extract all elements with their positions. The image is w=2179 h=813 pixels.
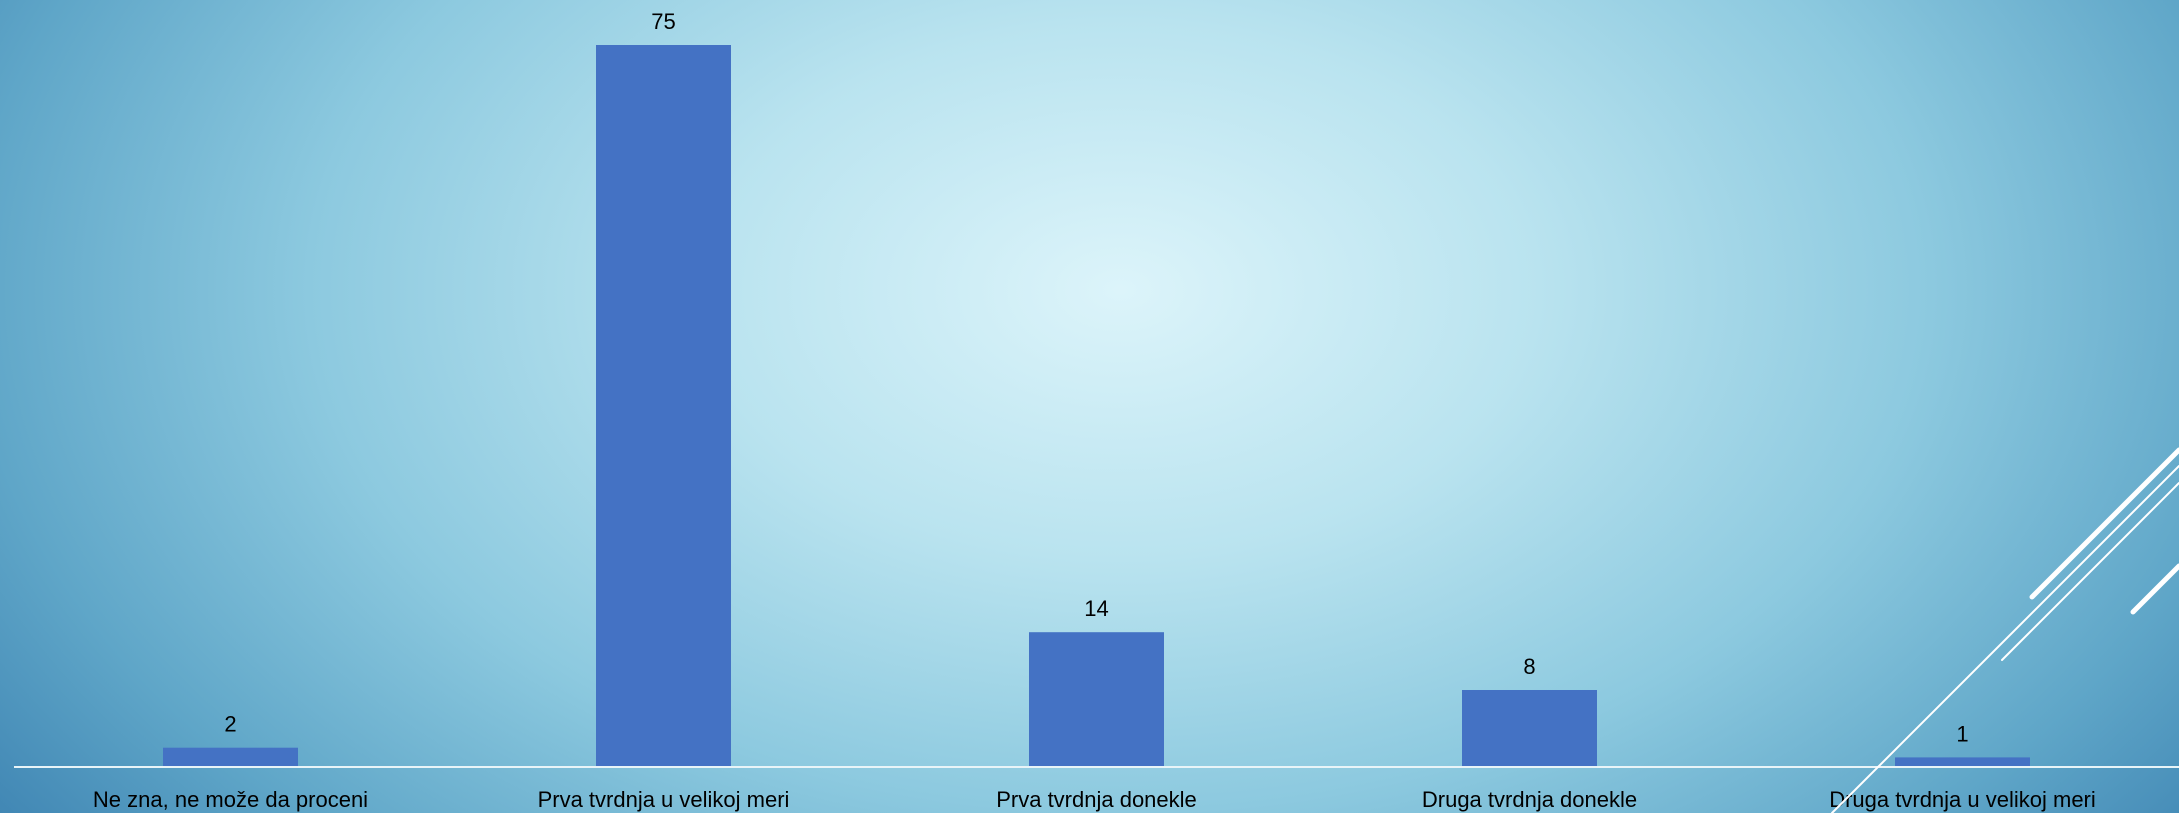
decorative-diagonal-lines — [1831, 447, 2179, 813]
data-label-5: 1 — [1956, 721, 1968, 746]
x-tick-label-5: Druga tvrdnja u velikoj meri — [1829, 787, 2096, 812]
data-label-3: 14 — [1084, 596, 1108, 621]
bar-4 — [1462, 690, 1597, 767]
x-tick-label-3: Prva tvrdnja donekle — [996, 787, 1197, 812]
data-label-2: 75 — [651, 9, 675, 34]
x-tick-label-2: Prva tvrdnja u velikoj meri — [538, 787, 790, 812]
bar-3 — [1029, 632, 1164, 767]
bar-series — [163, 45, 2030, 767]
x-axis-tick-labels: Ne zna, ne može da proceni Prva tvrdnja u… — [93, 787, 2096, 812]
bar-5 — [1895, 757, 2030, 767]
bar-2 — [596, 45, 731, 767]
data-label-4: 8 — [1523, 654, 1535, 679]
data-label-1: 2 — [224, 712, 236, 737]
bar-1 — [163, 747, 298, 767]
x-tick-label-1: Ne zna, ne može da proceni — [93, 787, 368, 812]
x-tick-label-4: Druga tvrdnja donekle — [1422, 787, 1637, 812]
